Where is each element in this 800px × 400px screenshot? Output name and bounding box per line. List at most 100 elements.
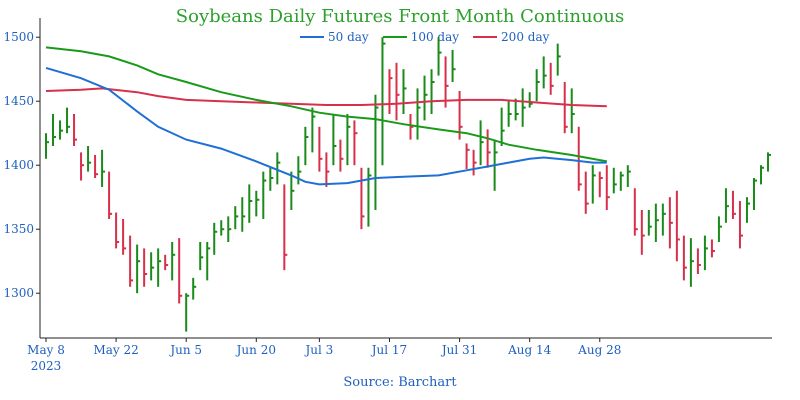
ohlc-bar (507, 101, 512, 127)
ohlc-bar (94, 154, 99, 178)
ohlc-bar (472, 149, 477, 176)
ohlc-bar (332, 114, 337, 166)
ohlc-bar (325, 152, 330, 187)
ohlc-bar (381, 37, 386, 166)
ohlc-bar (283, 184, 288, 271)
ohlc-bar (45, 133, 49, 159)
ohlc-bar (626, 165, 631, 187)
ohlc-bar (444, 56, 449, 108)
ohlc-bar (346, 114, 351, 166)
ohlc-bar (479, 120, 484, 166)
ohlc-bar (619, 171, 624, 191)
ohlc-bar (717, 216, 722, 242)
x-tick-label: Jul 3 (303, 343, 333, 357)
chart-source: Source: Barchart (343, 375, 457, 390)
ma-100-day-line (45, 46, 607, 163)
ohlc-bar (647, 210, 652, 236)
ohlc-bar (136, 244, 141, 294)
x-tick-label: May 8 (27, 343, 65, 357)
chart-legend: 50 day 100 day 200 day (300, 30, 549, 44)
ohlc-bar (388, 69, 393, 114)
ohlc-bar (339, 139, 344, 172)
ohlc-bar (122, 218, 127, 255)
y-tick-label: 1300 (3, 286, 34, 300)
ohlc-bar (409, 114, 414, 140)
ohlc-bar (269, 167, 274, 191)
chart-axes: 1300 1350 1400 1450 1500 May 8 2023 May 22 Jun 5… (3, 18, 772, 373)
ohlc-bar (451, 50, 456, 82)
legend-swatch-200-day (473, 36, 498, 38)
ohlc-bar (731, 190, 736, 219)
ohlc-bar (759, 165, 764, 185)
legend-label-50-day: 50 day (328, 30, 369, 44)
ohlc-bar (164, 254, 169, 271)
x-tick-label: Jul 17 (370, 343, 407, 357)
ohlc-bar (178, 238, 183, 304)
ohlc-bar (535, 69, 540, 102)
ohlc-bar (570, 88, 575, 134)
x-tick-label: Jul 31 (440, 343, 477, 357)
ohlc-bar (437, 37, 442, 76)
ohlc-bar (304, 126, 309, 166)
legend-item-100-day: 100 day (382, 30, 460, 44)
ohlc-bar (689, 238, 694, 287)
ohlc-bar (248, 184, 253, 223)
ohlc-bar (171, 242, 176, 281)
ohlc-bar (150, 252, 155, 281)
legend-label-200-day: 200 day (501, 30, 550, 44)
ohlc-bar (661, 203, 666, 236)
ohlc-bar (220, 220, 225, 236)
x-tick-label: Aug 28 (577, 343, 621, 357)
x-tick-label: Jun 20 (235, 343, 276, 357)
ohlc-bar (318, 126, 323, 172)
ohlc-bar (549, 62, 554, 95)
legend-swatch-50-day (300, 36, 324, 38)
ohlc-bar (192, 277, 197, 300)
x-tick-label: Jun 5 (168, 343, 202, 357)
ohlc-bar (416, 88, 421, 140)
ohlc-bar (521, 88, 526, 127)
ohlc-bar (241, 197, 246, 232)
ohlc-bar (584, 171, 589, 214)
ohlc-bar (66, 107, 71, 134)
ohlc-bar (101, 149, 106, 187)
ohlc-bar (395, 62, 400, 121)
ohlc-bar (745, 197, 750, 223)
ohlc-bar (199, 242, 204, 271)
ohlc-bar (262, 171, 267, 219)
ohlc-bar (311, 107, 316, 153)
ohlc-bar (738, 201, 743, 249)
ohlc-bar (654, 203, 659, 242)
ohlc-bar (353, 120, 358, 166)
ohlc-bar (80, 152, 85, 181)
y-tick-label: 1450 (3, 94, 34, 108)
y-tick-label: 1400 (3, 158, 34, 172)
ohlc-bar (423, 75, 428, 121)
ohlc-bar (157, 248, 162, 287)
ohlc-bar (528, 92, 533, 108)
ohlc-bar (703, 235, 708, 271)
x-tick-label: May 22 (93, 343, 138, 357)
ohlc-bar (108, 171, 113, 219)
ohlc-bar (52, 114, 57, 146)
ohlc-bar (767, 152, 771, 172)
ohlc-bar (367, 167, 372, 227)
ohlc-bar (605, 165, 610, 210)
x-tick-sublabel: 2023 (31, 359, 62, 373)
ohlc-bar (486, 129, 491, 168)
legend-label-100-day: 100 day (410, 30, 460, 44)
ohlc-bar (430, 69, 435, 114)
legend-swatch-100-day (382, 36, 407, 38)
ohlc-bar (577, 126, 582, 191)
ohlc-bar (710, 239, 715, 258)
ohlc-bar (87, 146, 92, 172)
y-tick-label: 1500 (3, 30, 34, 44)
y-tick-label: 1350 (3, 222, 34, 236)
ma-50-day-line (45, 66, 607, 186)
ohlc-bar (675, 190, 680, 262)
ohlc-bar (668, 197, 673, 249)
legend-item-50-day: 50 day (300, 30, 369, 44)
ohlc-bar (598, 171, 603, 198)
ma-200-day-line (45, 87, 607, 108)
